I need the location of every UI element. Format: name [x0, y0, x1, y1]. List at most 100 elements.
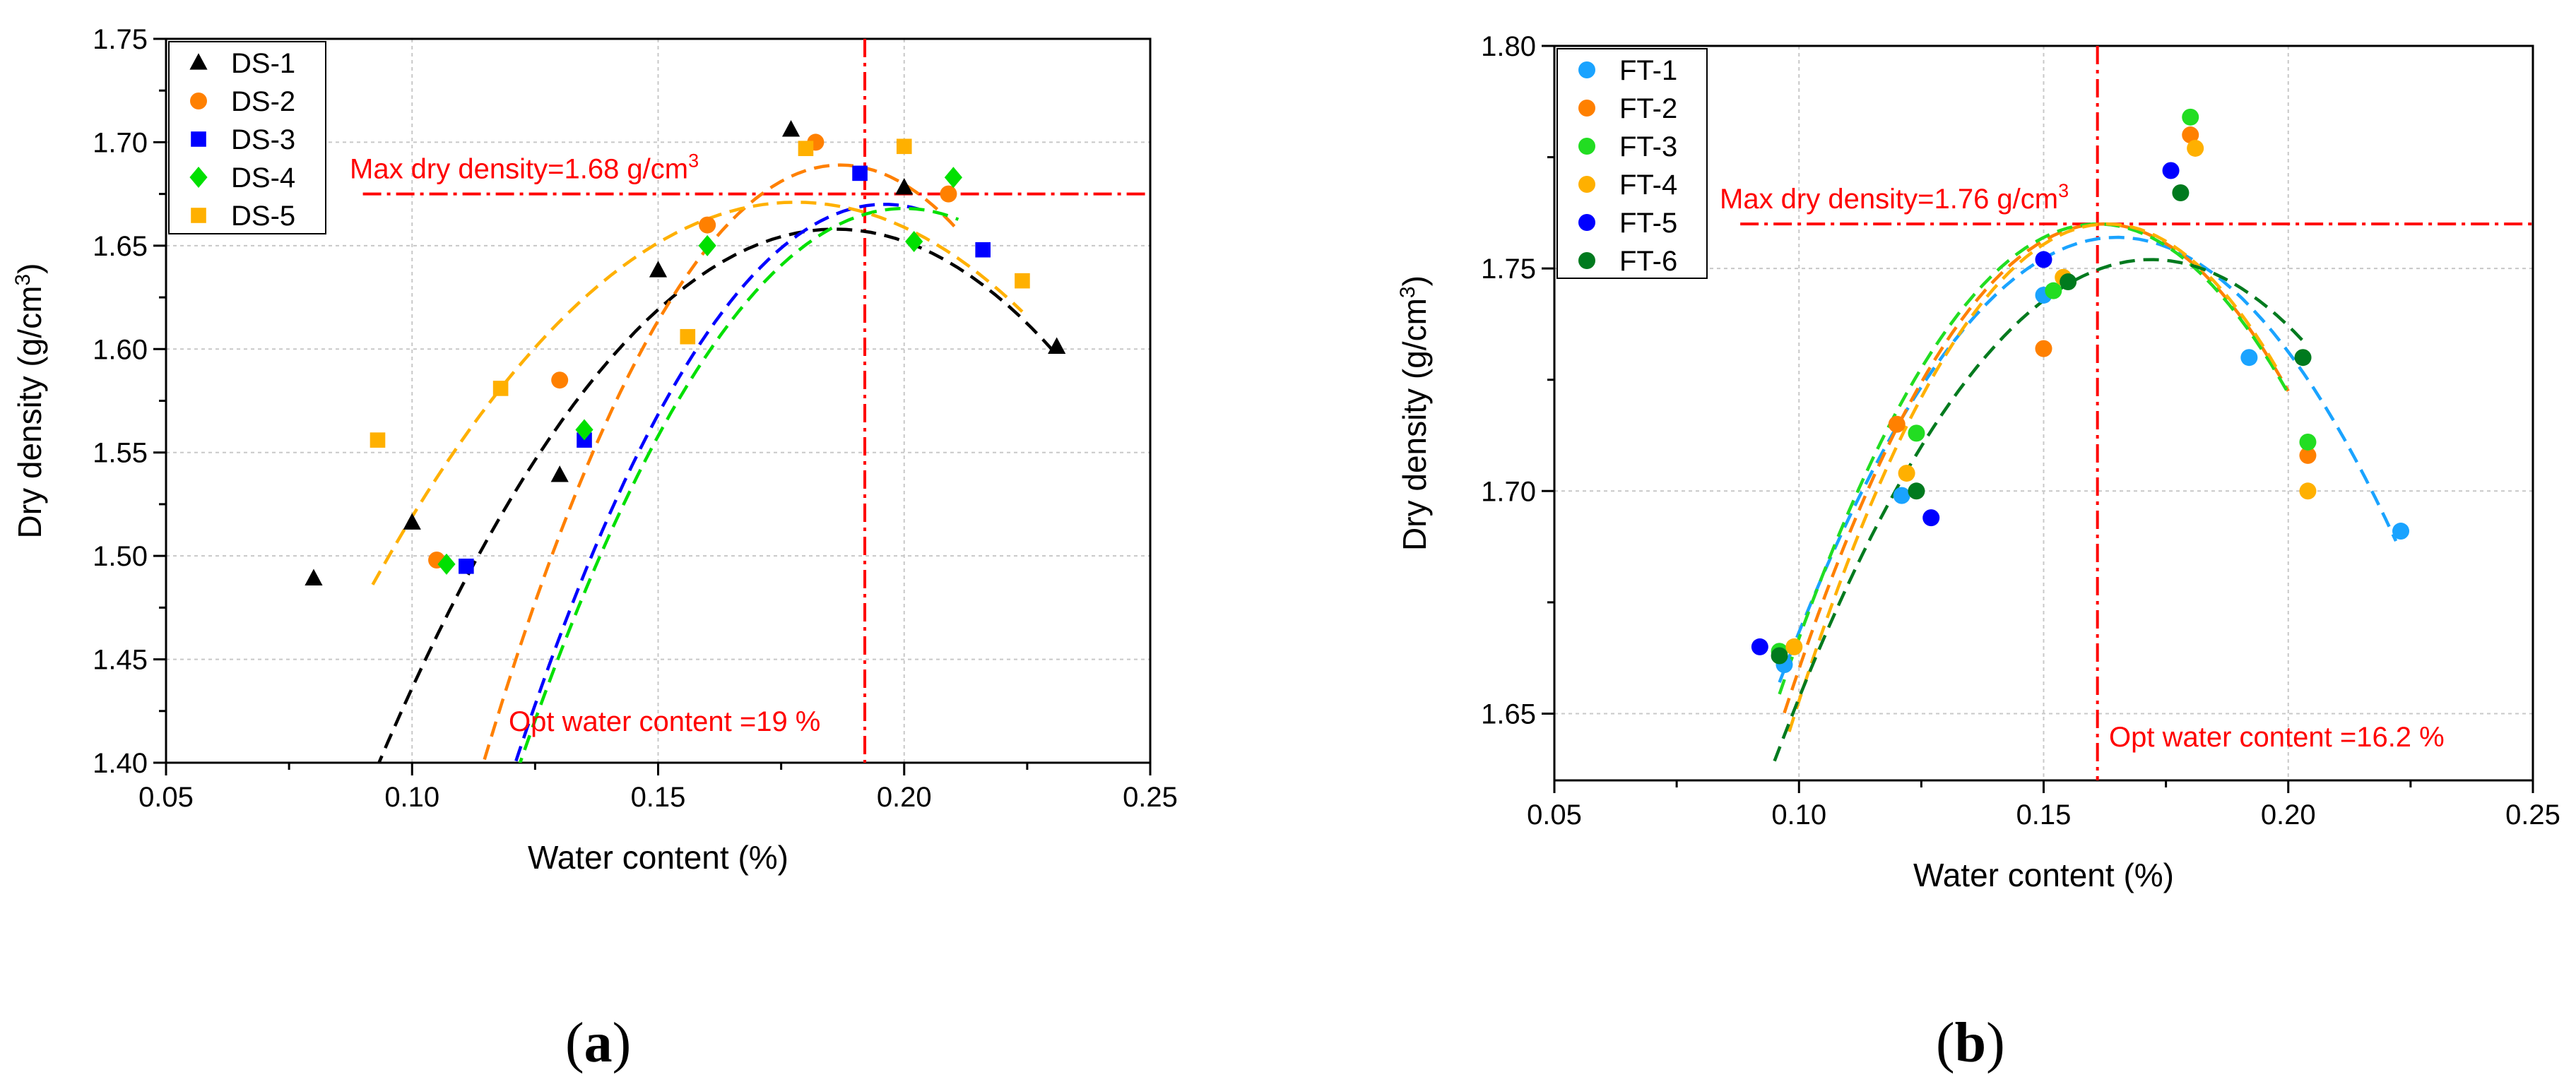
legend-b: FT-1 FT-2 FT-3 FT-4 FT-5 FT-6	[1556, 48, 1708, 279]
data-point-ft-6	[1908, 482, 1925, 500]
data-point-ft-4	[2299, 482, 2317, 500]
y-tick-label: 1.45	[93, 645, 148, 676]
x-tick-label: 0.05	[138, 782, 194, 813]
data-points-b	[1751, 108, 2410, 674]
data-point-ft-6	[2172, 184, 2190, 201]
y-tick-label: 1.60	[93, 334, 148, 365]
y-axis-label: Dry density (g/cm3)	[1396, 275, 1433, 551]
opt-water-label-b: Opt water content =16.2 %	[2109, 722, 2445, 753]
x-tick-label: 0.25	[1123, 782, 1178, 813]
data-point-ds-4	[905, 231, 923, 252]
legend-label-ds-2: DS-2	[231, 86, 295, 117]
legend-a: DS-1 DS-2 DS-3 DS-4 DS-5	[168, 41, 326, 234]
data-point-ds-1	[550, 465, 569, 482]
data-point-ds-2	[940, 185, 957, 203]
max-density-label-b: Max dry density=1.76 g/cm3	[1720, 180, 2069, 215]
data-point-ft-4	[2187, 139, 2204, 157]
y-tick-label: 1.80	[1481, 31, 1536, 62]
x-tick-label: 0.20	[877, 782, 932, 813]
data-point-ft-4	[1785, 638, 1803, 655]
data-point-ds-4	[437, 553, 456, 575]
data-point-ft-5	[2035, 251, 2052, 268]
y-tick-label: 1.50	[93, 541, 148, 572]
legend-marker-ft-5	[1578, 214, 1595, 231]
fit-curve-ft-3	[1778, 222, 2290, 695]
data-point-ds-5	[370, 432, 386, 448]
max-density-label-sup: 3	[2058, 180, 2069, 201]
max-density-label-sup: 3	[688, 150, 699, 172]
x-tick-label: 0.15	[2016, 799, 2072, 831]
data-point-ds-4	[575, 419, 593, 441]
x-axis-label: Water content (%)	[528, 839, 788, 876]
data-point-ds-3	[459, 558, 474, 574]
opt-water-label-a: Opt water content =19 %	[509, 706, 820, 737]
y-tick-label: 1.65	[93, 231, 148, 262]
legend-label-ds-5: DS-5	[231, 201, 295, 232]
data-point-ft-3	[2182, 108, 2199, 126]
legend-marker-ds-3	[191, 131, 206, 147]
data-point-ft-6	[2294, 349, 2312, 367]
legend-marker-ds-4	[189, 167, 208, 188]
data-point-ds-1	[1048, 337, 1066, 354]
data-point-ds-4	[698, 234, 716, 256]
y-tick-label: 1.70	[1481, 476, 1536, 507]
max-density-label-main: Max dry density=1.68 g/cm	[350, 154, 688, 185]
fit-curve-ft-1	[1778, 235, 2398, 684]
legend-label-ds-4: DS-4	[231, 162, 295, 194]
y-axis-label-end: )	[11, 263, 48, 274]
data-point-ds-1	[895, 178, 914, 195]
data-point-ft-3	[2045, 282, 2062, 299]
data-point-ft-2	[2299, 446, 2317, 464]
data-point-ft-6	[2060, 273, 2077, 291]
y-tick-label: 1.40	[93, 748, 148, 779]
data-point-ds-1	[649, 261, 668, 278]
fit-curve-ds-4	[518, 206, 959, 763]
y-axis-label-sup: 3	[11, 274, 35, 286]
legend-marker-ft-1	[1578, 61, 1595, 78]
data-point-ft-2	[2035, 340, 2052, 357]
legend-label-ft-4: FT-4	[1619, 169, 1677, 201]
y-axis-label-sup: 3	[1396, 286, 1419, 298]
data-point-ds-4	[944, 167, 962, 189]
data-point-ds-1	[305, 569, 323, 585]
max-density-label-a: Max dry density=1.68 g/cm3	[350, 150, 699, 185]
y-tick-label: 1.65	[1481, 698, 1536, 730]
data-point-ft-2	[2182, 126, 2199, 144]
data-point-ds-5	[1015, 273, 1030, 289]
legend-label-ds-3: DS-3	[231, 124, 295, 155]
x-tick-label: 0.10	[1771, 799, 1826, 831]
data-point-ds-1	[781, 120, 800, 137]
data-point-ds-5	[680, 328, 696, 345]
legend-marker-ft-2	[1578, 100, 1595, 117]
fit-curve-ft-2	[1783, 222, 2290, 714]
chart-a: 0.05 0.10 0.15 0.20 0.25 1.40 1.45 1.50 1.55 1.60…	[11, 24, 1178, 876]
legend-marker-ft-4	[1578, 176, 1595, 193]
y-axis-label: Dry density (g/cm3)	[11, 263, 48, 539]
fit-curves-a	[371, 163, 1058, 763]
y-tick-label: 1.75	[1481, 254, 1536, 285]
fit-curves-b	[1773, 222, 2398, 762]
legend-label-ft-3: FT-3	[1619, 131, 1677, 162]
legend-marker-ds-5	[191, 208, 206, 223]
data-point-ft-1	[2392, 523, 2410, 540]
data-point-ds-5	[798, 141, 814, 157]
data-point-ds-5	[896, 138, 912, 155]
legend-marker-ds-2	[190, 93, 207, 109]
data-point-ft-3	[1908, 424, 1925, 442]
x-tick-label: 0.25	[2505, 799, 2560, 831]
data-point-ds-2	[551, 371, 569, 389]
y-tick-label: 1.70	[93, 127, 148, 158]
legend-label-ft-2: FT-2	[1619, 93, 1677, 124]
legend-marker-ft-6	[1578, 252, 1595, 269]
data-point-ds-2	[699, 216, 716, 234]
fit-curve-ft-6	[1773, 258, 2305, 762]
data-point-ft-1	[2240, 349, 2258, 367]
data-point-ft-6	[1771, 647, 1788, 665]
y-axis-label-end: )	[1396, 275, 1433, 286]
legend-box-b	[1556, 48, 1708, 279]
fit-curve-ds-5	[371, 201, 1024, 585]
data-point-ft-5	[1922, 509, 1940, 527]
fit-curve-ds-1	[377, 227, 1058, 763]
legend-label-ft-1: FT-1	[1619, 55, 1677, 86]
